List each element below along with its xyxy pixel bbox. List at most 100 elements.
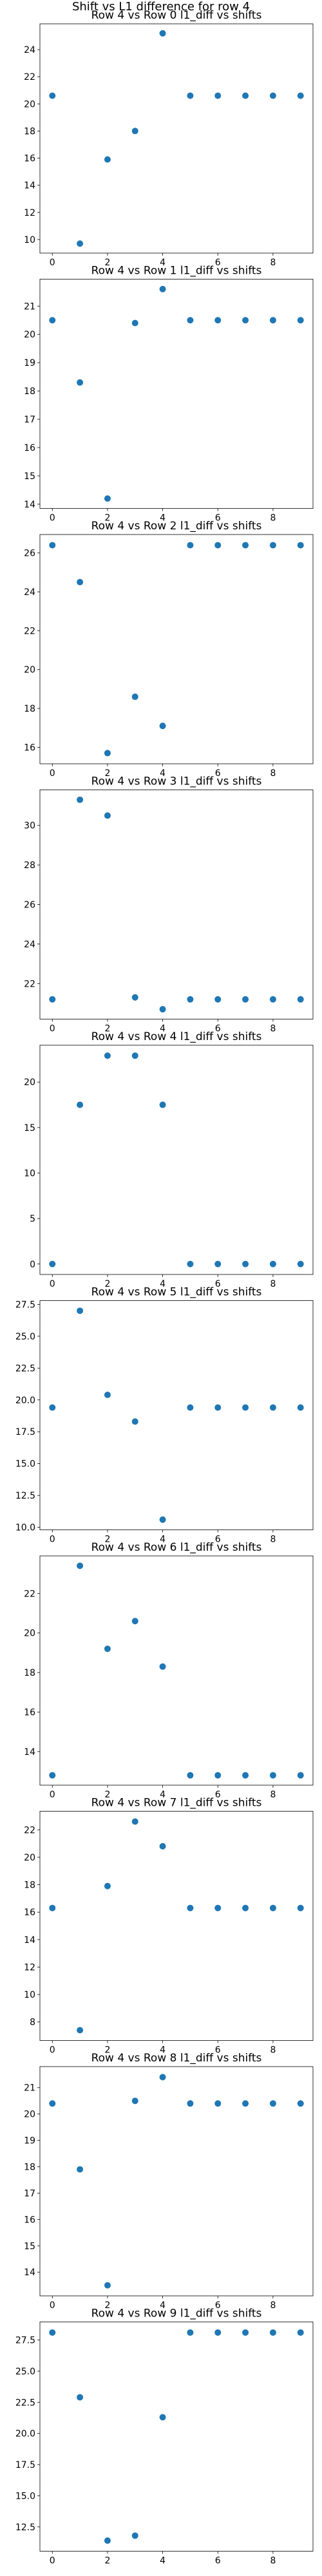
data-point [77, 1307, 84, 1314]
axes-frame [39, 1300, 314, 1530]
subplot-7: Row 4 vs Row 7 l1_diff vs shifts 0 2 4 6 8 8 10… [24, 1797, 314, 2056]
y-tick-label: 24 [24, 587, 35, 598]
x-tick-label: 8 [270, 2300, 276, 2311]
data-point [159, 723, 166, 730]
y-tick-label: 21 [24, 301, 35, 312]
x-tick-label: 2 [104, 1535, 110, 1545]
data-point [49, 1772, 56, 1779]
subplot-6: Row 4 vs Row 6 l1_diff vs shifts 0 2 4 6 8 14 1… [24, 1541, 314, 1800]
y-tick-label: 26 [24, 549, 35, 559]
data-point [187, 1904, 194, 1911]
data-point [214, 996, 222, 1003]
y-tick-label: 25.0 [15, 1332, 35, 1342]
x-tick-label: 8 [270, 1535, 276, 1545]
data-point [104, 2282, 111, 2289]
data-point [131, 2098, 138, 2105]
x-tick-label: 4 [160, 2300, 166, 2311]
subplot-title: Row 4 vs Row 8 l1_diff vs shifts [91, 2052, 262, 2065]
y-tick-label: 16 [24, 743, 35, 753]
y-tick-label: 0 [30, 1260, 35, 1270]
x-tick-label: 4 [160, 768, 166, 779]
data-point [49, 1904, 56, 1911]
x-tick-label: 6 [215, 258, 221, 268]
y-tick-label: 12 [24, 1962, 35, 1973]
x-tick-label: 6 [215, 2045, 221, 2056]
data-point [131, 1818, 138, 1825]
data-point [49, 2329, 56, 2336]
data-point [214, 317, 222, 324]
data-point [242, 542, 249, 549]
subplot-title: Row 4 vs Row 4 l1_diff vs shifts [91, 1030, 262, 1043]
y-tick-label: 20 [24, 330, 35, 340]
data-point [187, 317, 194, 324]
x-tick-label: 8 [270, 2045, 276, 2056]
subplot-8: Row 4 vs Row 8 l1_diff vs shifts 0 2 4 6 8 14 1… [24, 2052, 314, 2311]
y-tick-label: 20 [24, 1853, 35, 1863]
data-point [131, 319, 138, 327]
data-point [297, 542, 304, 549]
data-point [131, 2532, 138, 2539]
data-point [242, 2329, 249, 2336]
y-tick-label: 22 [24, 1825, 35, 1835]
y-tick-label: 17 [24, 415, 35, 425]
y-tick-label: 22 [24, 72, 35, 82]
x-tick-label: 4 [160, 2045, 166, 2056]
y-tick-label: 20.0 [15, 1396, 35, 1406]
data-point [104, 812, 111, 819]
x-tick-label: 4 [160, 1279, 166, 1289]
data-point [159, 1663, 166, 1670]
data-point [214, 2100, 222, 2107]
x-tick-label: 2 [104, 258, 110, 268]
x-tick-label: 6 [215, 2300, 221, 2311]
x-tick-label: 4 [160, 1535, 166, 1545]
y-tick-label: 20 [24, 1077, 35, 1088]
y-tick-label: 15 [24, 1123, 35, 1133]
data-point [187, 2329, 194, 2336]
x-tick-label: 0 [50, 513, 55, 524]
data-point [159, 1516, 166, 1523]
data-point [187, 1772, 194, 1779]
data-point [269, 2100, 276, 2107]
data-point [49, 1404, 56, 1411]
y-tick-label: 14 [24, 1747, 35, 1757]
y-tick-label: 27.5 [15, 2336, 35, 2346]
y-tick-label: 22 [24, 979, 35, 989]
x-tick-label: 2 [104, 1790, 110, 1800]
x-tick-label: 0 [50, 2045, 55, 2056]
y-tick-label: 12.5 [15, 1491, 35, 1501]
data-point [214, 542, 222, 549]
data-point [242, 317, 249, 324]
y-tick-label: 20 [24, 99, 35, 109]
data-point [187, 542, 194, 549]
y-tick-label: 28 [24, 860, 35, 871]
data-point [77, 379, 84, 386]
data-point [214, 2329, 222, 2336]
data-point [104, 1391, 111, 1398]
data-point [269, 317, 276, 324]
subplot-title: Row 4 vs Row 0 l1_diff vs shifts [91, 9, 262, 22]
y-tick-label: 22.5 [15, 2398, 35, 2408]
data-point [187, 92, 194, 99]
y-tick-label: 21 [24, 2083, 35, 2094]
x-tick-label: 6 [215, 2556, 221, 2566]
data-point [242, 1904, 249, 1911]
subplot-1: Row 4 vs Row 1 l1_diff vs shifts 0 2 4 6 8 14 1… [24, 265, 314, 524]
y-tick-label: 16 [24, 2215, 35, 2225]
subplot-title: Row 4 vs Row 9 l1_diff vs shifts [91, 2307, 262, 2320]
data-point [49, 1260, 56, 1267]
y-tick-label: 15 [24, 2241, 35, 2251]
y-tick-label: 18 [24, 704, 35, 714]
y-tick-label: 10 [24, 235, 35, 245]
x-tick-label: 6 [215, 1535, 221, 1545]
x-tick-label: 6 [215, 1024, 221, 1034]
data-point [297, 1260, 304, 1267]
x-tick-label: 2 [104, 1279, 110, 1289]
x-tick-label: 4 [160, 2556, 166, 2566]
data-point [269, 1772, 276, 1779]
data-point [242, 1260, 249, 1267]
x-tick-label: 6 [215, 768, 221, 779]
data-point [131, 994, 138, 1001]
